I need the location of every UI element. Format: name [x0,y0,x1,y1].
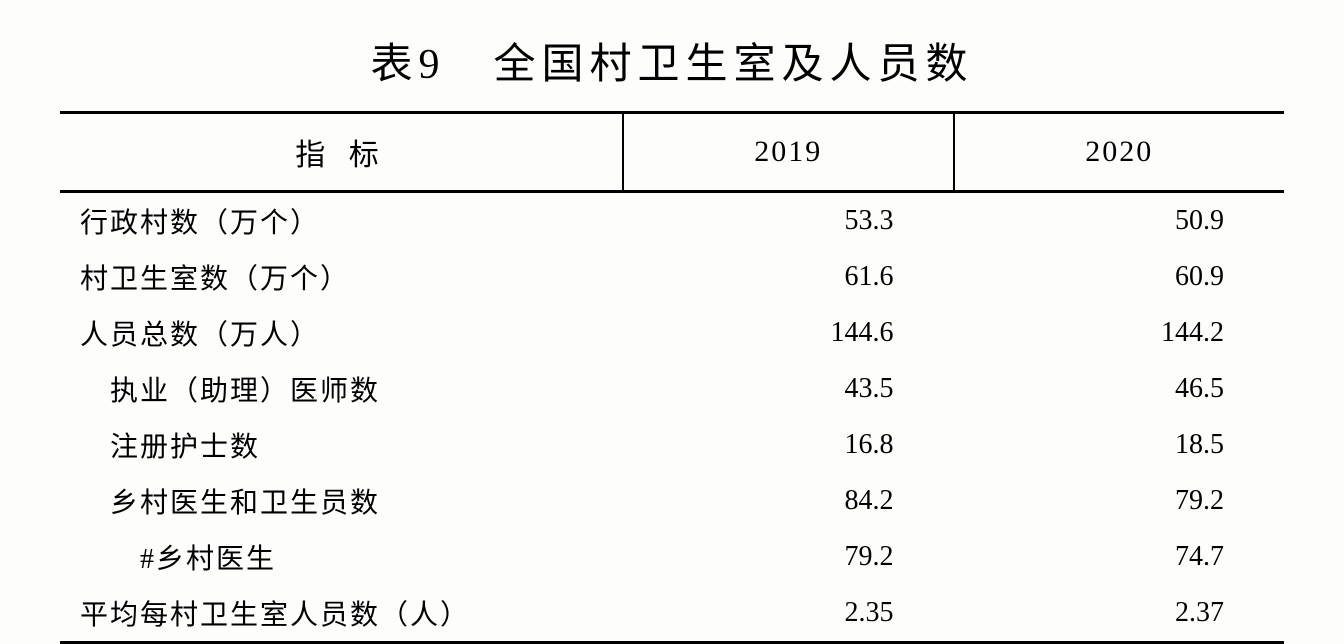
row-value-2019: 144.6 [623,305,953,361]
table-row: 执业（助理）医师数 43.5 46.5 [60,361,1284,417]
row-value-2019: 53.3 [623,192,953,250]
data-table: 指 标 2019 2020 行政村数（万个） 53.3 50.9 村卫生室数（万… [60,111,1284,644]
row-label: 人员总数（万人） [60,305,623,361]
row-label: 执业（助理）医师数 [60,361,623,417]
row-value-2019: 16.8 [623,417,953,473]
row-value-2019: 84.2 [623,473,953,529]
table-title: 表9 全国村卫生室及人员数 [60,30,1284,91]
row-label: 行政村数（万个） [60,192,623,250]
row-value-2019: 79.2 [623,529,953,585]
row-value-2020: 46.5 [954,361,1285,417]
row-value-2020: 74.7 [954,529,1285,585]
row-value-2020: 79.2 [954,473,1285,529]
header-year-2019: 2019 [623,113,953,192]
row-value-2020: 2.37 [954,585,1285,643]
row-label: 注册护士数 [60,417,623,473]
header-indicator: 指 标 [60,113,623,192]
table-header-row: 指 标 2019 2020 [60,113,1284,192]
row-value-2019: 2.35 [623,585,953,643]
row-value-2020: 18.5 [954,417,1285,473]
row-value-2020: 50.9 [954,192,1285,250]
table-row: 行政村数（万个） 53.3 50.9 [60,192,1284,250]
table-row: 乡村医生和卫生员数 84.2 79.2 [60,473,1284,529]
row-label: 平均每村卫生室人员数（人） [60,585,623,643]
table-row: 平均每村卫生室人员数（人） 2.35 2.37 [60,585,1284,643]
table-row: 人员总数（万人） 144.6 144.2 [60,305,1284,361]
row-label: 乡村医生和卫生员数 [60,473,623,529]
table-row: 村卫生室数（万个） 61.6 60.9 [60,249,1284,305]
row-label: 村卫生室数（万个） [60,249,623,305]
table-row: #乡村医生 79.2 74.7 [60,529,1284,585]
header-year-2020: 2020 [954,113,1285,192]
row-value-2019: 43.5 [623,361,953,417]
row-value-2020: 144.2 [954,305,1285,361]
row-value-2019: 61.6 [623,249,953,305]
row-label: #乡村医生 [60,529,623,585]
table-body: 行政村数（万个） 53.3 50.9 村卫生室数（万个） 61.6 60.9 人… [60,192,1284,643]
table-row: 注册护士数 16.8 18.5 [60,417,1284,473]
row-value-2020: 60.9 [954,249,1285,305]
